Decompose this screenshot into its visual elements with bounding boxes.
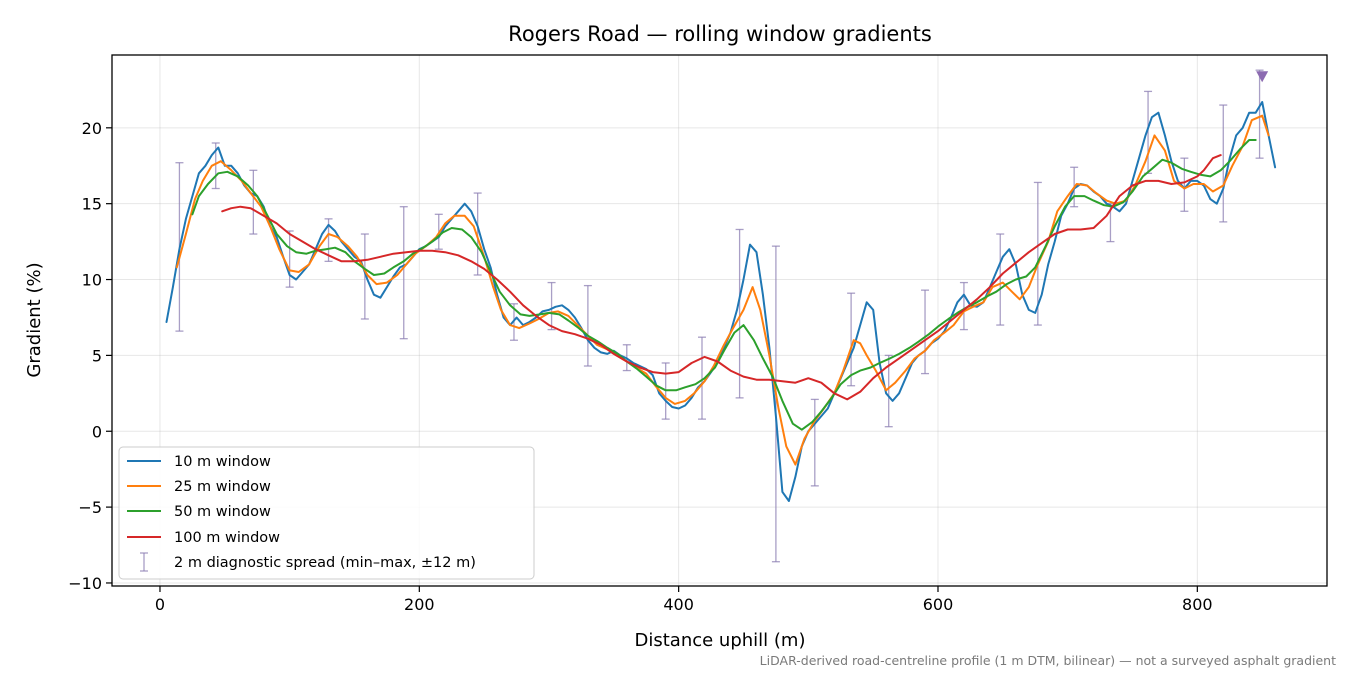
error-bar bbox=[583, 284, 592, 367]
x-tick-label: 0 bbox=[155, 595, 165, 614]
legend: 10 m window 25 m window 50 m window 100 m w… bbox=[118, 446, 535, 580]
chart-title: Rogers Road — rolling window gradients bbox=[508, 22, 932, 46]
x-tick-label: 400 bbox=[663, 595, 694, 614]
series-line-4 bbox=[221, 154, 1222, 401]
y-tick-label: −10 bbox=[68, 574, 102, 593]
x-tick-label: 800 bbox=[1182, 595, 1213, 614]
end-marker bbox=[1256, 71, 1269, 83]
y-axis-label: Gradient (%) bbox=[24, 262, 45, 377]
error-bar bbox=[360, 233, 369, 320]
legend-label-3: 50 m window bbox=[174, 504, 271, 520]
y-tick-label: 20 bbox=[82, 119, 102, 138]
y-tick-label: 10 bbox=[82, 271, 102, 290]
error-bar bbox=[959, 281, 968, 331]
error-bar bbox=[771, 245, 780, 563]
error-bar bbox=[810, 398, 819, 487]
legend-box bbox=[118, 446, 535, 580]
error-bar bbox=[921, 289, 930, 375]
error-bar bbox=[399, 206, 408, 340]
error-bar bbox=[547, 281, 556, 331]
legend-label-4: 100 m window bbox=[174, 530, 280, 546]
plot-frame bbox=[111, 54, 1328, 587]
series-line-3 bbox=[191, 139, 1257, 431]
y-tick-label: 15 bbox=[82, 195, 102, 214]
legend-swatch-errorbar bbox=[140, 552, 148, 572]
x-axis-ticks: 0 200 400 600 800 bbox=[155, 586, 1213, 614]
error-bar bbox=[884, 354, 893, 428]
x-axis-label: Distance uphill (m) bbox=[635, 630, 806, 651]
footnote: LiDAR-derived road-centreline profile (1… bbox=[760, 653, 1336, 668]
x-tick-label: 200 bbox=[404, 595, 435, 614]
legend-label-2: 25 m window bbox=[174, 479, 271, 495]
error-bar bbox=[1219, 104, 1228, 223]
series-lines bbox=[165, 101, 1277, 502]
end-marker-group bbox=[1256, 71, 1269, 83]
y-tick-label: −5 bbox=[78, 498, 102, 517]
error-bar bbox=[1180, 157, 1189, 212]
legend-label-1: 10 m window bbox=[174, 454, 271, 470]
error-bar bbox=[996, 233, 1005, 326]
y-tick-label: 5 bbox=[92, 346, 102, 365]
error-bar bbox=[1033, 181, 1042, 326]
grid bbox=[112, 55, 1327, 586]
error-bar bbox=[473, 192, 482, 276]
error-bar bbox=[847, 292, 856, 387]
error-bar bbox=[697, 336, 706, 420]
x-tick-label: 600 bbox=[923, 595, 954, 614]
error-bar bbox=[249, 169, 258, 235]
error-bar bbox=[1255, 69, 1264, 159]
y-axis-ticks: −10 −5 0 5 10 15 20 bbox=[68, 119, 112, 593]
error-bar bbox=[735, 228, 744, 399]
legend-label-errorbar: 2 m diagnostic spread (min–max, ±12 m) bbox=[174, 555, 476, 571]
error-bars bbox=[175, 69, 1264, 563]
y-tick-label: 0 bbox=[92, 422, 102, 441]
